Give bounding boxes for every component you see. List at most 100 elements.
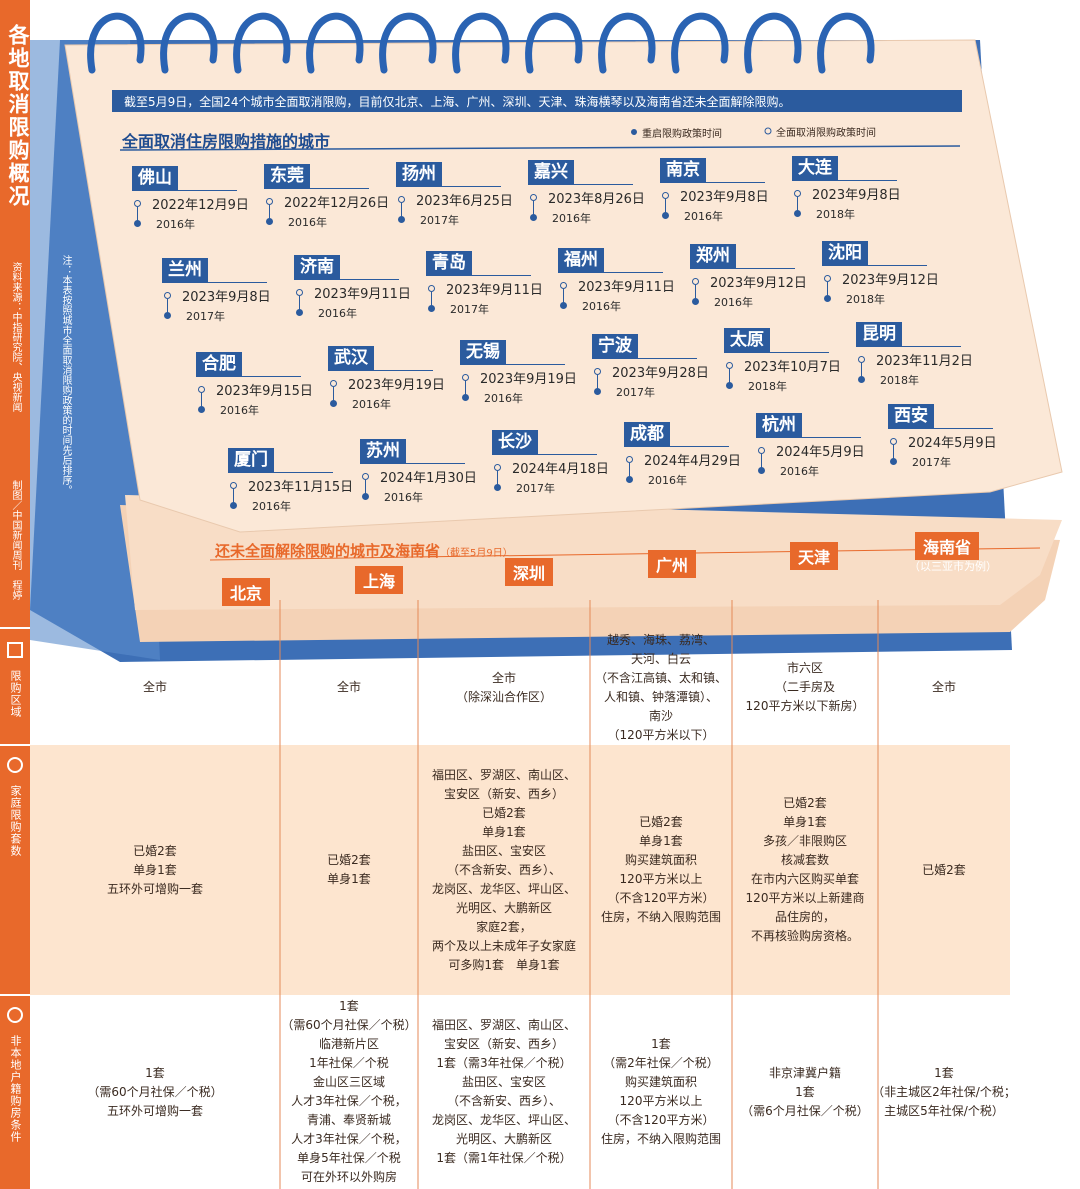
city-name: 沈阳 (822, 240, 868, 265)
cell-line: 福田区、罗湖区、南山区、 (431, 767, 576, 782)
open-dot (560, 281, 567, 289)
open-dot (164, 292, 171, 299)
city-year: 2018年 (748, 380, 787, 393)
city-name: 杭州 (756, 412, 802, 437)
table-title-text: 还未全面解除限购的城市及海南省 (215, 542, 441, 560)
cell-line: （需6个月社保／个税） (741, 1103, 869, 1118)
dot-line (827, 281, 828, 296)
cell-line: 宝安区（新安、西乡） (443, 1037, 564, 1051)
column-header: 广州 (648, 550, 697, 578)
city-date: 2023年6月25日 (416, 194, 513, 209)
city-name: 太原 (724, 328, 770, 352)
cell-line: 购买建筑面积 (624, 1075, 697, 1089)
open-dot (296, 288, 303, 296)
dot-line (563, 288, 564, 303)
row-label: 非本地户籍购房条件 (9, 1035, 22, 1143)
city-year: 2016年 (484, 392, 523, 405)
city-date: 2024年5月9日 (908, 436, 997, 451)
solid-dot (362, 493, 369, 501)
cell-line: （非主城区2年社保/个税； (872, 1084, 1016, 1099)
city-name: 长沙 (492, 430, 538, 455)
cell-line: 多孩／非限购区 (762, 834, 847, 848)
cell-line: 五环外可增购一套 (106, 1103, 203, 1118)
cell-line: 1套（需1年社保／个税） (436, 1151, 572, 1165)
cell-line: 单身1套 (783, 815, 827, 829)
dot-line (269, 205, 270, 219)
cell-line: 已婚2套 (922, 862, 966, 877)
solid-dot (198, 406, 205, 413)
cell-line: 全市 (142, 680, 167, 694)
city-name: 郑州 (690, 244, 736, 268)
city-date: 2023年9月15日 (216, 384, 313, 399)
table-cell: 全市 (30, 630, 280, 745)
column-header: 北京 (222, 578, 271, 606)
cell-line: 1套 (145, 1065, 165, 1080)
city-underline (660, 182, 765, 183)
cell-line: 单身1套 (639, 834, 683, 848)
open-dot (758, 446, 765, 454)
table-subtitle: （截至5月9日） (440, 548, 513, 559)
city-underline (264, 188, 369, 189)
city-date: 2023年9月12日 (842, 272, 939, 288)
city-year: 2016年 (156, 218, 195, 231)
table-cell: 已婚2套 (878, 745, 1010, 995)
city-underline (492, 454, 597, 456)
dot-line (533, 201, 534, 215)
city-name: 济南 (294, 254, 340, 279)
city-year: 2017年 (450, 303, 489, 316)
column-header: 深圳 (505, 558, 554, 586)
city-date: 2023年11月2日 (876, 354, 973, 369)
city-date: 2024年5月9日 (776, 444, 865, 460)
solid-dot (890, 458, 897, 465)
cell-line: 全市 (931, 680, 956, 694)
city-underline (460, 364, 565, 365)
city-date: 2023年8月26日 (548, 192, 645, 207)
dot-line (597, 375, 598, 389)
cell-line: 住房，不纳入限购范围 (600, 1132, 721, 1146)
dot-line (893, 445, 894, 459)
row-label: 限购区域 (9, 670, 22, 718)
city-date: 2023年11月15日 (248, 480, 354, 495)
dot-line (497, 471, 498, 486)
column-header: 海南省 (915, 532, 980, 560)
city-name: 东莞 (264, 164, 310, 188)
city-name: 合肥 (196, 352, 242, 376)
table-cell: 福田区、罗湖区、南山区、 宝安区（新安、西乡） 1套（需3年社保／个税） 盐田区、宝安… (418, 995, 590, 1189)
cell-line: 住房，不纳入限购范围 (600, 910, 721, 924)
solid-dot (266, 218, 273, 225)
city-date: 2023年9月8日 (680, 190, 769, 205)
cell-line: 光明区、大鹏新区 (455, 900, 552, 915)
cell-line: 龙岗区、龙华区、坪山区、 (431, 1113, 576, 1127)
dot-line (401, 203, 402, 217)
city-year: 2016年 (288, 216, 327, 229)
section-title: 全面取消住房限购措施的城市 (122, 132, 331, 151)
city-date: 2023年9月12日 (710, 276, 807, 291)
cell-line: 购买建筑面积 (624, 853, 697, 867)
city-name: 宁波 (592, 334, 638, 358)
solid-dot (164, 312, 171, 319)
city-name: 青岛 (426, 251, 472, 275)
solid-dot (858, 376, 865, 383)
cell-line: 1套 (651, 1037, 671, 1051)
city-date: 2022年12月9日 (152, 198, 249, 213)
table-cell: 1套 （非主城区2年社保/个税； 主城区5年社保/个税） (872, 995, 1016, 1189)
open-dot (692, 278, 699, 285)
solid-dot (626, 475, 633, 483)
open-dot (594, 368, 601, 375)
solid-dot (494, 484, 501, 492)
cell-line: 单身1套 (133, 862, 177, 877)
column-header: 天津 (790, 542, 839, 570)
city-name: 福州 (558, 247, 604, 272)
credit: 制图／中国新闻周刊 程婷 (10, 480, 21, 600)
cell-line: 青浦、奉贤新城 (306, 1113, 391, 1127)
solid-dot (296, 308, 303, 316)
city-year: 2017年 (420, 214, 459, 227)
city-underline (196, 376, 301, 377)
cell-line: 人才3年社保／个税， (291, 1132, 407, 1146)
dot-line (167, 299, 168, 313)
city-year: 2017年 (516, 482, 555, 496)
table-cell: 非京津冀户籍 1套 （需6个月社保／个税） (732, 995, 878, 1189)
cell-line: 主城区5年社保/个税） (884, 1103, 1004, 1118)
city-underline (724, 352, 829, 353)
cell-line: 已婚2套 (783, 796, 827, 810)
